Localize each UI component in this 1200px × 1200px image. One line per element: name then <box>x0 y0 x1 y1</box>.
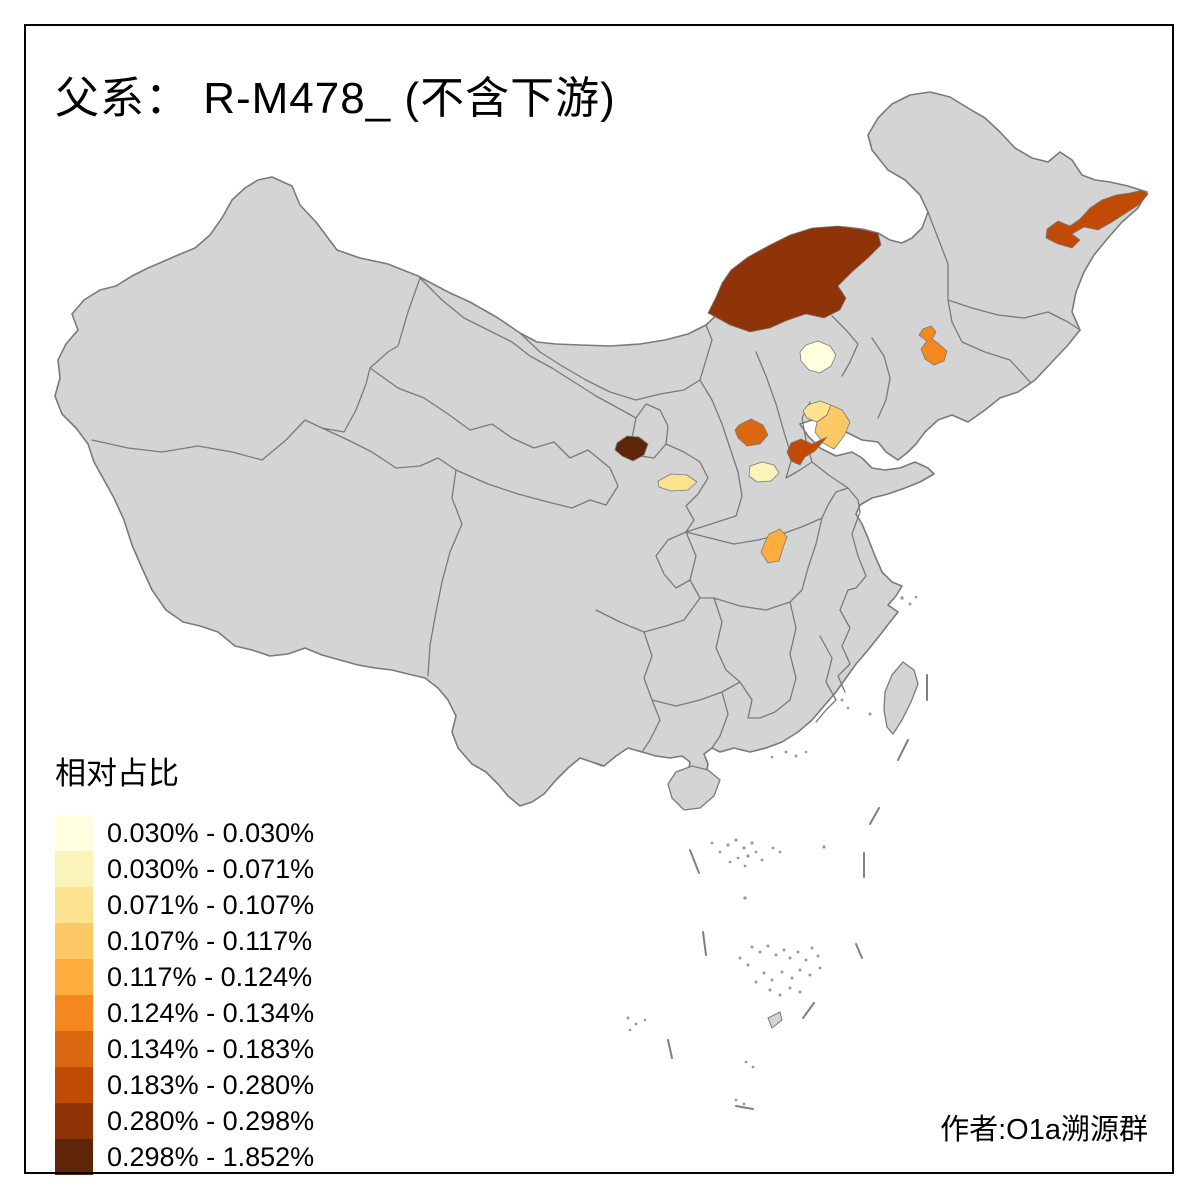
province-borders <box>91 211 1081 767</box>
legend-swatch <box>55 887 93 923</box>
region-inner-mongolia-central[interactable] <box>707 225 882 333</box>
legend-row: 0.134% - 0.183% <box>55 1031 314 1067</box>
legend-row: 0.298% - 1.852% <box>55 1139 314 1175</box>
author-credit: 作者:O1a溯源群 <box>940 1114 1148 1146</box>
legend-row: 0.124% - 0.134% <box>55 995 314 1031</box>
legend-label: 0.280% - 0.298% <box>107 1105 315 1136</box>
legend-swatch <box>55 995 93 1031</box>
region-beijing[interactable] <box>799 340 837 374</box>
nine-dash-line <box>667 674 928 1110</box>
legend-swatch <box>55 959 93 995</box>
region-shandong-southwest[interactable] <box>814 404 851 450</box>
legend-swatch <box>55 851 93 887</box>
legend-swatch <box>55 923 93 959</box>
hainan-island <box>667 765 721 811</box>
taiwan-island <box>883 661 919 736</box>
legend-row: 0.117% - 0.124% <box>55 959 314 995</box>
map-title: 父系： R-M478_ (不含下游) <box>55 74 616 123</box>
legend-swatch <box>55 1067 93 1103</box>
legend-swatch <box>55 1103 93 1139</box>
legend: 相对占比 0.030% - 0.030% 0.030% - 0.071% 0.071… <box>55 748 314 1175</box>
legend-row: 0.030% - 0.030% <box>55 815 314 851</box>
legend-title: 相对占比 <box>55 756 179 791</box>
region-henan-central[interactable] <box>786 436 828 466</box>
legend-label: 0.030% - 0.071% <box>107 853 315 884</box>
legend-row: 0.107% - 0.117% <box>55 923 314 959</box>
legend-row: 0.183% - 0.280% <box>55 1067 314 1103</box>
legend-swatch <box>55 1031 93 1067</box>
legend-label: 0.298% - 1.852% <box>107 1141 315 1172</box>
region-gansu-lanzhou[interactable] <box>614 435 649 462</box>
legend-rows: 0.030% - 0.030% 0.030% - 0.071% 0.071% - 0… <box>55 815 314 1175</box>
legend-label: 0.030% - 0.030% <box>107 817 315 848</box>
legend-label: 0.071% - 0.107% <box>107 889 315 920</box>
region-hubei-north[interactable] <box>760 528 788 564</box>
region-heilongjiang-northeast[interactable] <box>1045 189 1149 249</box>
legend-swatch <box>55 1139 93 1175</box>
legend-row: 0.030% - 0.071% <box>55 851 314 887</box>
legend-label: 0.117% - 0.124% <box>107 961 313 992</box>
region-gansu-east[interactable] <box>657 473 698 492</box>
legend-swatch <box>55 815 93 851</box>
small-gray-islet <box>767 1011 783 1029</box>
island-dots <box>626 595 918 1106</box>
legend-label: 0.134% - 0.183% <box>107 1033 315 1064</box>
region-liaoning-central[interactable] <box>918 325 948 366</box>
legend-row: 0.280% - 0.298% <box>55 1103 314 1139</box>
region-hebei-south[interactable] <box>748 461 780 483</box>
legend-row: 0.071% - 0.107% <box>55 887 314 923</box>
mainland-outline <box>54 91 1148 807</box>
islands <box>667 661 919 1029</box>
legend-label: 0.183% - 0.280% <box>107 1069 315 1100</box>
legend-label: 0.107% - 0.117% <box>107 925 313 956</box>
legend-label: 0.124% - 0.134% <box>107 997 315 1028</box>
region-henan-north[interactable] <box>734 418 769 447</box>
colored-regions <box>614 189 1149 564</box>
